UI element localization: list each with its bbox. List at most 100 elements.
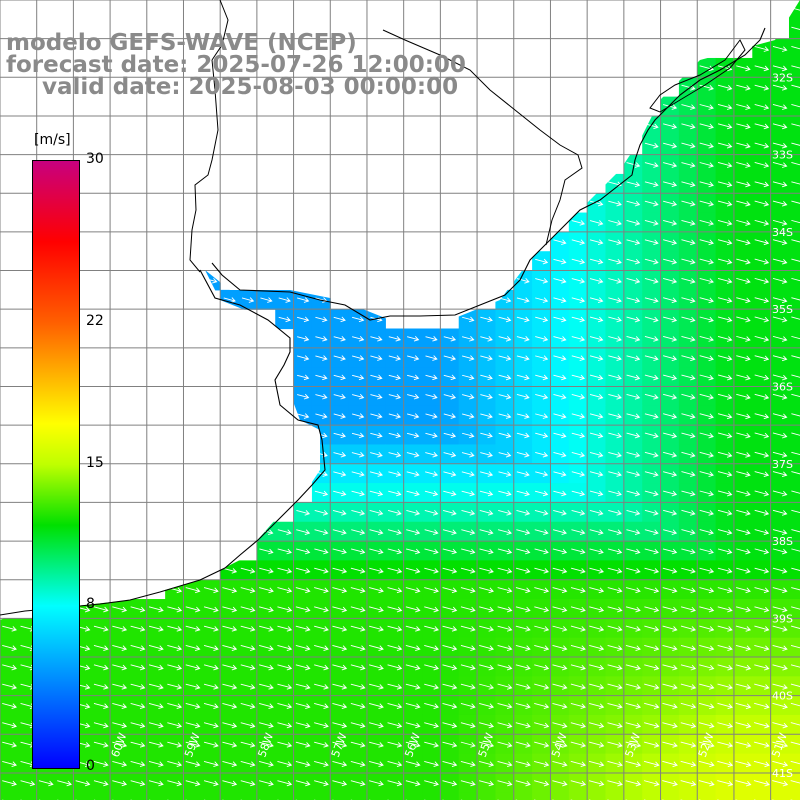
wind-arrow: [333, 413, 346, 419]
wind-arrow: [369, 490, 384, 497]
wind-arrow: [498, 336, 512, 342]
wind-arrow: [626, 548, 641, 555]
wind-arrow: [535, 316, 549, 323]
wind-arrow: [406, 490, 420, 497]
wind-arrow: [552, 780, 568, 787]
wind-arrow: [736, 84, 751, 91]
wind-arrow: [405, 664, 421, 671]
wind-arrow: [461, 509, 476, 516]
land-buenos-aires-fill: [0, 270, 320, 620]
wind-arrow: [277, 683, 293, 690]
wind-arrow: [297, 374, 310, 381]
wind-arrow: [717, 548, 733, 555]
wind-arrow: [148, 683, 164, 690]
wind-arrow: [736, 297, 751, 304]
wind-arrow: [698, 702, 715, 710]
wind-arrow: [516, 374, 530, 381]
wind-arrow: [588, 741, 605, 748]
wind-arrow: [754, 702, 770, 710]
wind-arrow: [369, 529, 384, 535]
wind-arrow: [754, 277, 770, 284]
wind-arrow: [534, 625, 550, 632]
wind-arrow: [571, 567, 586, 574]
wind-arrow: [333, 335, 346, 342]
wind-arrow: [644, 471, 659, 477]
wind-speed-cell: [36, 792, 56, 800]
wind-arrow: [387, 645, 403, 651]
wind-arrow: [644, 258, 659, 265]
wind-arrow: [460, 722, 476, 729]
wind-arrow: [681, 374, 696, 381]
wind-arrow: [607, 780, 623, 787]
wind-arrow: [608, 200, 622, 207]
wind-speed-cell: [788, 135, 800, 156]
wind-arrow: [772, 683, 788, 690]
wind-arrow: [753, 722, 770, 729]
wind-arrow: [352, 374, 365, 381]
wind-arrow: [736, 374, 751, 381]
border-uruguay-argentina: [189, 59, 219, 273]
wind-arrow: [644, 297, 659, 304]
wind-arrow: [662, 780, 678, 787]
wind-arrow: [203, 761, 219, 767]
wind-arrow: [589, 220, 604, 226]
wind-arrow: [480, 374, 493, 381]
wind-arrow: [589, 393, 604, 400]
wind-arrow: [772, 123, 788, 130]
wind-arrow: [608, 471, 622, 477]
wind-arrow: [681, 509, 696, 516]
wind-arrow: [571, 432, 586, 439]
wind-arrow: [644, 316, 659, 323]
wind-arrow: [571, 239, 586, 245]
wind-arrow: [515, 780, 531, 787]
wind-arrow: [315, 393, 328, 400]
wind-arrow: [535, 374, 549, 381]
wind-arrow: [772, 258, 788, 265]
wind-arrow: [535, 413, 549, 419]
wind-arrow: [314, 703, 329, 709]
wind-arrow: [2, 703, 17, 709]
wind-arrow: [424, 606, 439, 613]
wind-arrow: [699, 297, 714, 304]
wind-arrow: [259, 703, 274, 709]
wind-arrow: [589, 336, 604, 342]
wind-arrow: [589, 548, 604, 555]
wind-arrow: [699, 374, 714, 381]
wind-arrow: [315, 374, 328, 381]
wind-arrow: [717, 490, 733, 497]
wind-arrow: [570, 702, 586, 710]
wind-arrow: [442, 722, 458, 729]
wind-arrow: [625, 741, 642, 748]
wind-arrow: [314, 761, 329, 767]
wind-arrow: [112, 780, 128, 787]
wind-arrow: [589, 451, 604, 458]
wind-arrow: [350, 741, 366, 748]
wind-arrow: [369, 683, 384, 690]
wind-arrow: [370, 393, 383, 400]
wind-arrow: [350, 683, 366, 690]
wind-arrow: [754, 587, 770, 594]
wind-arrow: [570, 760, 587, 768]
wind-arrow: [442, 741, 458, 748]
wind-arrow: [260, 297, 273, 303]
wind-arrow: [535, 471, 549, 477]
wind-arrow: [570, 683, 586, 690]
wind-arrow: [351, 432, 365, 439]
wind-arrow: [663, 432, 678, 439]
wind-arrow: [259, 664, 274, 671]
wind-arrow: [791, 26, 800, 33]
wind-arrow: [515, 567, 531, 574]
wind-arrow: [589, 722, 605, 729]
wind-arrow: [130, 645, 146, 651]
wind-arrow: [772, 432, 788, 439]
wind-speed-cell: [403, 792, 423, 800]
wind-arrow: [479, 683, 495, 690]
wind-arrow: [717, 297, 733, 304]
wind-arrow: [2, 625, 17, 632]
wind-arrow: [717, 104, 733, 110]
latitude-label: 40S: [772, 690, 793, 703]
wind-arrow: [479, 587, 494, 594]
wind-speed-cell: [788, 270, 800, 291]
wind-arrow: [571, 278, 586, 284]
wind-arrow: [497, 702, 513, 709]
